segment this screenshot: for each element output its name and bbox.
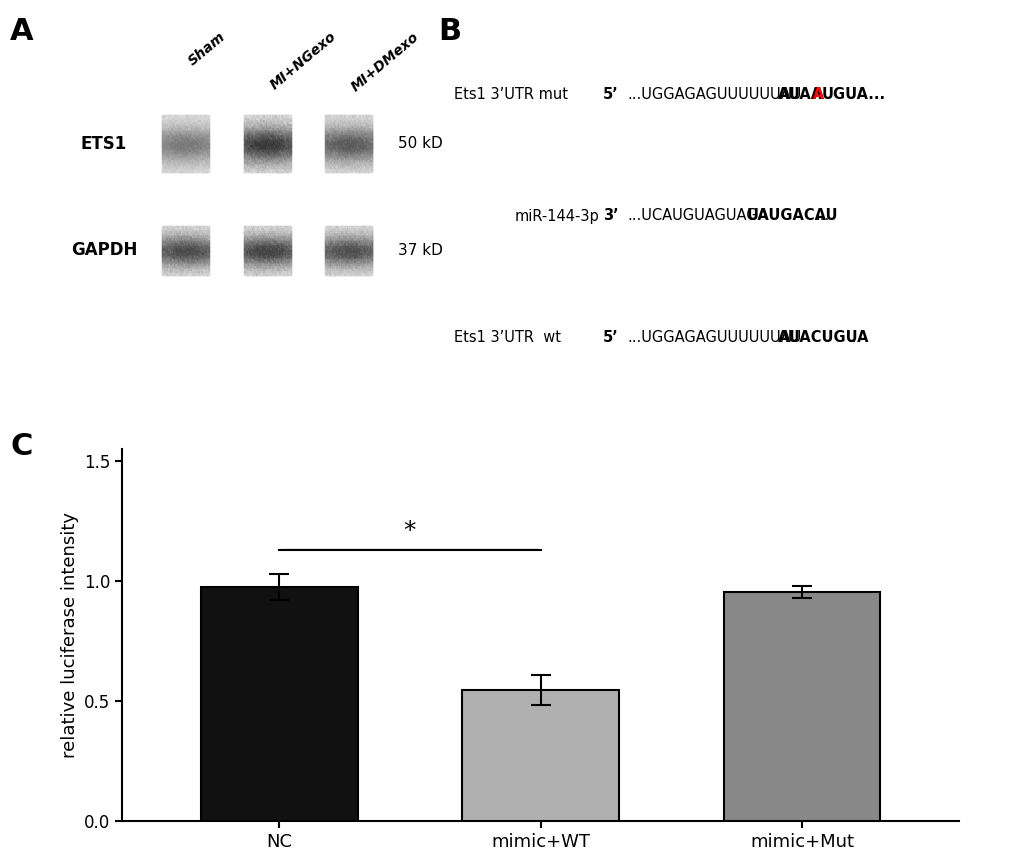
Text: UAUGACAU: UAUGACAU [746, 208, 838, 224]
Text: AUACUGUA: AUACUGUA [777, 330, 869, 345]
Text: UGUA...: UGUA... [821, 87, 884, 102]
Text: AUAA: AUAA [777, 87, 822, 102]
Bar [244, 226, 290, 275]
Text: MI+DMexo: MI+DMexo [348, 29, 422, 94]
Text: miR-144-3p: miR-144-3p [515, 208, 599, 224]
Text: ...: ... [815, 208, 829, 224]
Bar [201, 588, 358, 821]
Bar [722, 592, 879, 821]
Text: Sham: Sham [185, 29, 228, 68]
Text: ETS1: ETS1 [81, 135, 127, 153]
Text: *: * [404, 518, 416, 543]
Text: ...UGGAGAGUUUUUUAU: ...UGGAGAGUUUUUUAU [628, 87, 801, 102]
Bar [325, 226, 372, 275]
Text: Ets1 3’UTR  wt: Ets1 3’UTR wt [453, 330, 560, 345]
Text: A: A [812, 87, 823, 102]
Text: 5’: 5’ [602, 87, 619, 102]
Text: Ets1 3’UTR mut: Ets1 3’UTR mut [453, 87, 568, 102]
Text: C: C [10, 432, 33, 461]
Bar [462, 690, 619, 821]
Text: 37 kD: 37 kD [397, 243, 442, 257]
Text: GAPDH: GAPDH [70, 241, 138, 259]
Y-axis label: relative luciferase intensity: relative luciferase intensity [60, 512, 78, 758]
Text: B: B [438, 17, 462, 47]
Bar [162, 226, 209, 275]
Text: ...UGGAGAGUUUUUUAU: ...UGGAGAGUUUUUUAU [628, 330, 801, 345]
Text: ...UCAUGUAGUAGA: ...UCAUGUAGUAGA [628, 208, 767, 224]
Bar [162, 115, 209, 172]
Text: ...: ... [846, 330, 860, 345]
Bar [325, 115, 372, 172]
Bar [244, 115, 290, 172]
Text: 50 kD: 50 kD [397, 137, 442, 151]
Text: A: A [10, 17, 34, 47]
Text: 5’: 5’ [602, 330, 619, 345]
Text: MI+NGexo: MI+NGexo [267, 29, 338, 92]
Text: 3’: 3’ [602, 208, 619, 224]
